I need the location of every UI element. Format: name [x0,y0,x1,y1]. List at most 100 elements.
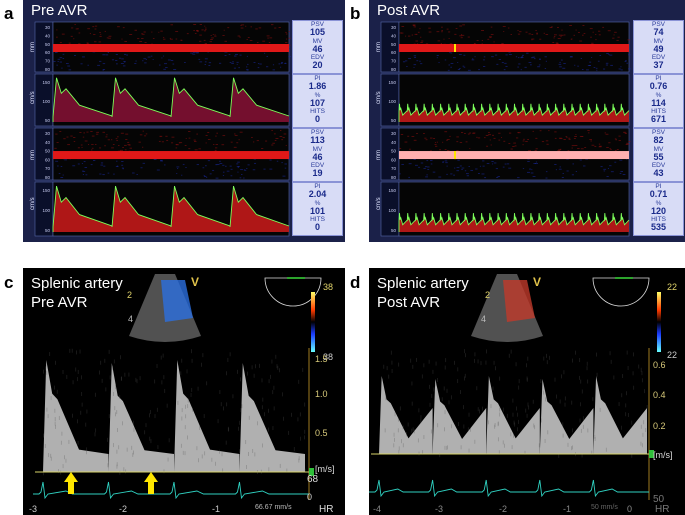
doppler-speckle [503,26,506,27]
spectral-speckle [499,412,500,416]
doppler-speckle [560,138,563,139]
doppler-speckle [537,66,540,67]
psv-value: 113 [293,135,342,145]
color-scale-bottom: 22 [667,350,677,360]
doppler-speckle [458,69,460,70]
doppler-speckle [196,134,198,135]
spectral-speckle [558,454,559,458]
spectral-speckle [294,447,295,451]
doppler-speckle [284,63,286,64]
phase-title: Post AVR [377,293,440,312]
spectral-speckle [279,368,280,372]
doppler-speckle [277,161,278,162]
spectral-speckle [442,397,443,401]
spectral-speckle [399,446,400,450]
doppler-speckle [623,132,625,133]
spectral-speckle [86,447,87,451]
spectral-speckle [137,379,138,383]
doppler-speckle [211,35,212,36]
hits-value: 0 [293,222,342,232]
doppler-speckle [449,136,450,137]
spectral-speckle [610,351,611,355]
doppler-speckle [534,58,536,59]
spectral-speckle [420,419,421,423]
doppler-speckle [255,29,258,30]
doppler-speckle [539,65,541,66]
spectral-speckle [465,374,466,378]
doppler-speckle [459,54,462,55]
spectral-speckle [95,432,96,436]
spectral-speckle [221,402,222,406]
doppler-speckle [231,63,234,64]
doppler-speckle [468,70,471,71]
doppler-speckle [425,176,428,177]
velocity-unit: [m/s] [315,464,335,474]
doppler-speckle [437,57,438,58]
doppler-speckle [415,165,418,166]
doppler-speckle [517,67,519,68]
spectral-speckle [385,396,386,400]
spectral-speckle [510,432,511,436]
doppler-speckle [426,160,428,161]
doppler-speckle [428,28,431,29]
doppler-speckle [141,38,143,39]
doppler-speckle [491,56,494,57]
doppler-speckle [163,39,165,40]
spectral-speckle [60,471,61,475]
spectral-beat [379,376,433,454]
doppler-speckle [619,69,621,70]
doppler-speckle [492,164,493,165]
doppler-speckle [120,150,123,151]
doppler-speckle [230,166,232,167]
doppler-speckle [141,33,142,34]
doppler-speckle [60,62,62,63]
doppler-speckle [583,166,585,167]
doppler-speckle [421,163,423,164]
doppler-speckle [527,139,529,140]
doppler-speckle [574,145,577,146]
doppler-speckle [205,61,207,62]
spectral-speckle [633,371,634,375]
doppler-speckle [134,30,137,31]
spectral-speckle [302,368,303,372]
spectral-beat [174,360,240,472]
doppler-speckle [430,160,432,161]
spectral-speckle [412,381,413,385]
spectral-speckle [395,412,396,416]
spectral-speckle [418,438,419,442]
doppler-speckle [92,26,94,27]
spectral-speckle [488,420,489,424]
spectral-speckle [494,425,495,429]
spectral-speckle [109,350,110,354]
spectral-speckle [247,372,248,376]
doppler-speckle [454,168,455,169]
doppler-speckle [143,58,146,59]
spectral-speckle [622,374,623,378]
doppler-speckle [139,41,142,42]
doppler-speckle [241,28,244,29]
doppler-speckle [97,65,100,66]
spectral-speckle [120,355,121,359]
doppler-speckle [78,147,80,148]
x-tick: -2 [499,504,507,514]
doppler-speckle [554,38,555,39]
spectral-speckle [592,397,593,401]
spectral-speckle [149,437,150,441]
doppler-speckle [216,133,218,134]
doppler-speckle [95,144,97,145]
doppler-speckle [453,57,456,58]
doppler-speckle [72,165,75,166]
spectral-speckle [288,431,289,435]
doppler-speckle [125,134,128,135]
yellow-arrow [144,472,158,494]
doppler-speckle [523,139,525,140]
velocity-tick: 50 [45,118,51,123]
doppler-speckle [172,64,174,65]
spectral-speckle [638,365,639,369]
spectral-speckle [464,376,465,380]
spectral-speckle [110,375,111,379]
heart-rate-label: HR [319,504,333,515]
doppler-speckle [469,133,471,134]
probe-depth: 4 [481,314,486,324]
doppler-speckle [108,52,109,53]
